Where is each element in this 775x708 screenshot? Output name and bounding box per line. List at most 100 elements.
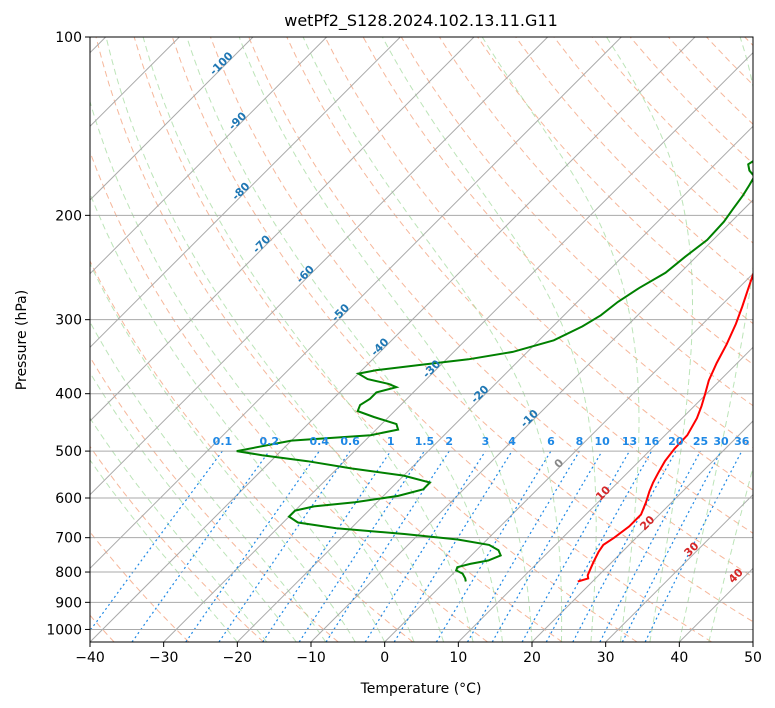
- isotherm-line: [531, 420, 753, 642]
- isotherm-label: -50: [329, 301, 352, 324]
- x-tick-label: −30: [149, 650, 179, 666]
- isotherm-line: [384, 272, 753, 642]
- x-tick-label: 40: [670, 650, 688, 666]
- y-axis-label: Pressure (hPa): [14, 290, 30, 390]
- mixing-ratio-line: [466, 450, 580, 642]
- y-tick-label: 100: [55, 30, 82, 46]
- x-tick-label: −40: [75, 650, 105, 666]
- moist-adiabat: [90, 371, 297, 642]
- isotherm-line: [90, 37, 549, 496]
- isotherm-line: [163, 51, 753, 642]
- moist-adiabat: [238, 37, 533, 642]
- mixing-ratio-label: 8: [576, 435, 584, 448]
- mixing-ratio-label: 10: [594, 435, 610, 448]
- mixing-ratio-line: [131, 450, 270, 642]
- isotherm-label: -80: [229, 180, 252, 203]
- moist-adiabat: [90, 321, 327, 642]
- isotherm-line: [90, 37, 328, 275]
- mixing-ratio-line: [218, 450, 351, 642]
- dry-adiabat: [90, 445, 264, 642]
- mixing-ratio-label: 25: [693, 435, 708, 448]
- dry-adiabat: [90, 259, 414, 642]
- x-tick-label: −10: [296, 650, 326, 666]
- mixing-ratio-line: [545, 450, 653, 642]
- temperature-profile-line: [577, 271, 753, 583]
- moist-adiabat: [90, 99, 415, 642]
- mixing-ratio-label: 4: [508, 435, 516, 448]
- isotherm-label: -60: [294, 263, 317, 286]
- dry-adiabat: [286, 37, 753, 534]
- plot-frame: [89, 36, 754, 643]
- x-tick-label: 30: [597, 650, 615, 666]
- mixing-ratio-label: 13: [622, 435, 637, 448]
- mixing-ratio-line: [599, 450, 702, 642]
- moist-adiabat-label: 40: [726, 566, 746, 586]
- moist-adiabat: [142, 37, 474, 642]
- isotherm-line: [90, 37, 475, 422]
- isotherm-label: -20: [468, 383, 491, 406]
- isotherm-line: [90, 37, 696, 642]
- isotherm-line: [90, 37, 622, 570]
- dewpoint-profile-line: [236, 160, 753, 582]
- mixing-ratio-label: 1.5: [415, 435, 435, 448]
- mixing-ratio-label: 2: [445, 435, 453, 448]
- y-tick-label: 500: [55, 444, 82, 460]
- mixing-ratio-line: [521, 450, 631, 642]
- dry-adiabat: [744, 37, 753, 47]
- x-tick-label: 50: [744, 650, 762, 666]
- dry-adiabat: [210, 37, 753, 623]
- isotherm-line: [236, 125, 753, 642]
- moist-adiabat: [90, 417, 268, 642]
- mixing-ratio-line: [185, 450, 320, 642]
- mixing-ratio-line: [393, 450, 513, 642]
- dry-adiabat: [133, 37, 638, 642]
- isotherm-label: -100: [207, 49, 236, 78]
- moist-adiabat: [90, 459, 238, 642]
- dry-adiabat: [171, 37, 712, 642]
- y-tick-label: 400: [55, 387, 82, 403]
- mixing-ratio-label: 0.4: [310, 435, 330, 448]
- y-tick-label: 300: [55, 313, 82, 329]
- moist-adiabat: [186, 37, 503, 642]
- mixing-ratio-line: [644, 450, 743, 642]
- moist-adiabat: [90, 262, 356, 642]
- y-tick-label: 1000: [46, 622, 82, 638]
- isotherm-label: -30: [420, 357, 443, 380]
- x-tick-label: −20: [223, 650, 253, 666]
- chart-title: wetPf2_S128.2024.102.13.11.G11: [284, 11, 558, 31]
- mixing-ratio-label: 1: [387, 435, 395, 448]
- isotherm-line: [752, 641, 753, 642]
- dry-adiabat: [90, 150, 488, 642]
- moist-adiabat-label: 0: [552, 456, 567, 471]
- dry-adiabat: [90, 356, 339, 642]
- x-tick-label: 10: [449, 650, 467, 666]
- y-tick-label: 200: [55, 208, 82, 224]
- mixing-ratio-label: 3: [482, 435, 490, 448]
- x-tick-label: 0: [380, 650, 389, 666]
- mixing-ratio-label: 16: [644, 435, 660, 448]
- moist-adiabat: [708, 465, 753, 642]
- mixing-ratio-line: [621, 450, 722, 642]
- isotherm-line: [457, 346, 753, 642]
- isotherm-label: -40: [368, 335, 391, 358]
- isotherm-label: -10: [518, 407, 541, 430]
- mixing-ratio-label: 6: [547, 435, 555, 448]
- mixing-ratio-line: [298, 450, 425, 642]
- moist-adiabat: [381, 37, 597, 642]
- moist-adiabat: [90, 192, 386, 642]
- mixing-ratio-line: [435, 450, 552, 642]
- x-tick-label: 20: [523, 650, 541, 666]
- mixing-ratio-line: [90, 450, 223, 632]
- dry-adiabat: [248, 37, 753, 578]
- dry-adiabat: [324, 37, 753, 491]
- x-axis-label: Temperature (°C): [360, 681, 482, 697]
- y-tick-label: 700: [55, 531, 82, 547]
- mixing-ratio-label: 0.6: [340, 435, 360, 448]
- mixing-ratio-label: 20: [668, 435, 684, 448]
- isotherm-line: [90, 37, 254, 201]
- mixing-ratio-label: 0.1: [213, 435, 233, 448]
- moist-adiabat-label: 30: [682, 539, 702, 559]
- dry-adiabat: [95, 37, 563, 642]
- y-tick-label: 900: [55, 595, 82, 611]
